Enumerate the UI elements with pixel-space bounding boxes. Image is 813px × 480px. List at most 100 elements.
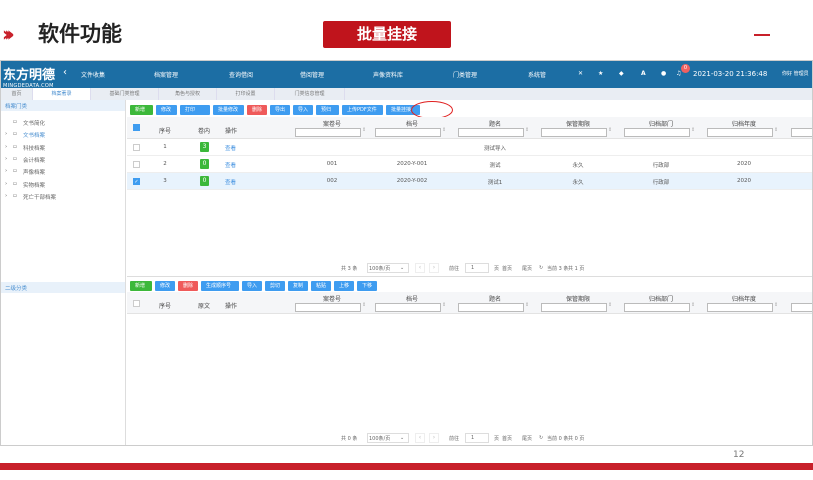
pager-last[interactable]: 尾页 bbox=[522, 436, 533, 442]
pager-first[interactable]: 首页 bbox=[502, 266, 513, 272]
page-size-select[interactable] bbox=[367, 263, 409, 273]
pager-page[interactable]: 1 bbox=[471, 265, 475, 271]
sort-icon[interactable]: ⇕ bbox=[362, 127, 367, 133]
sort-icon[interactable]: ⇕ bbox=[525, 302, 530, 308]
toolbar-button[interactable]: 删除 bbox=[247, 105, 267, 115]
row-checkbox[interactable] bbox=[133, 144, 140, 151]
filter-input[interactable] bbox=[295, 303, 361, 312]
chevron-down-icon[interactable]: ⌄ bbox=[400, 435, 405, 441]
nav-item[interactable]: 文件收集 bbox=[81, 72, 106, 79]
filter-input[interactable] bbox=[541, 128, 607, 137]
sort-icon[interactable]: ⇕ bbox=[442, 127, 447, 133]
toolbar-button[interactable]: 导出 bbox=[270, 105, 290, 115]
filter-input[interactable] bbox=[791, 303, 812, 312]
nav-item[interactable]: 档案管理 bbox=[154, 72, 179, 79]
sidebar-item[interactable]: 死亡干部档案 bbox=[23, 194, 57, 201]
toolbar-button[interactable]: 生成顺序号 bbox=[201, 281, 239, 291]
filter-input[interactable] bbox=[375, 128, 441, 137]
toolbar-button[interactable]: 上传PDF文件 bbox=[342, 105, 383, 115]
nav-item[interactable]: 门类管理 bbox=[453, 72, 478, 79]
toolbar-button[interactable]: 批量修改 bbox=[213, 105, 244, 115]
toolbar-button[interactable]: 预归档 bbox=[316, 105, 339, 123]
table-row[interactable]: ✓ 3 0 查看 002 2020-Y-002 测试1 永久 行政部 2020 bbox=[127, 173, 812, 190]
next-page-button[interactable]: › bbox=[429, 263, 439, 273]
expand-chevron-icon[interactable]: › bbox=[5, 192, 8, 199]
chevron-down-icon[interactable]: ⌄ bbox=[400, 265, 405, 271]
filter-input[interactable] bbox=[541, 303, 607, 312]
pager-last[interactable]: 尾页 bbox=[522, 266, 533, 272]
toolbar-button[interactable]: 新增 bbox=[130, 105, 153, 115]
tab-1[interactable]: 档案著录 bbox=[33, 88, 91, 100]
pager-size[interactable]: 100条/页 bbox=[369, 266, 391, 272]
toolbar-button[interactable]: 新增 bbox=[130, 281, 152, 291]
nav-item[interactable]: 声像资料库 bbox=[373, 72, 404, 79]
user-icon[interactable]: ● bbox=[661, 70, 667, 77]
sidebar-item[interactable]: 声像档案 bbox=[23, 170, 46, 177]
pager-first[interactable]: 首页 bbox=[502, 436, 513, 442]
toolbar-button[interactable]: 打印 bbox=[180, 105, 210, 115]
page-size-select[interactable] bbox=[367, 433, 409, 443]
table-row[interactable]: 2 0 查看 001 2020-Y-001 测试 永久 行政部 2020 bbox=[127, 156, 812, 173]
table-row[interactable]: 1 3 查看 测试导入 bbox=[127, 139, 812, 156]
toolbar-button[interactable]: 修改 bbox=[156, 105, 177, 115]
sort-icon[interactable]: ⇕ bbox=[691, 302, 696, 308]
next-page-button[interactable]: › bbox=[429, 433, 439, 443]
toolbar-button[interactable]: 导入 bbox=[242, 281, 262, 291]
filter-input[interactable] bbox=[791, 128, 812, 137]
refresh-icon[interactable]: ↻ bbox=[539, 265, 544, 271]
toolbar-button[interactable]: 删除 bbox=[178, 281, 198, 291]
toolbar-button[interactable]: 上移 bbox=[334, 281, 354, 291]
row-checkbox[interactable]: ✓ bbox=[133, 178, 140, 185]
filter-input[interactable] bbox=[624, 128, 690, 137]
row-checkbox[interactable] bbox=[133, 161, 140, 168]
sort-icon[interactable]: ⇕ bbox=[608, 127, 613, 133]
filter-input[interactable] bbox=[458, 128, 524, 137]
toolbar-button[interactable]: 复制 bbox=[288, 281, 308, 291]
nav-item[interactable]: 查询借阅 bbox=[229, 72, 254, 79]
refresh-icon[interactable]: ↻ bbox=[539, 435, 544, 441]
select-all-checkbox-secondary[interactable] bbox=[133, 300, 140, 307]
filter-input[interactable] bbox=[624, 303, 690, 312]
expand-chevron-icon[interactable]: › bbox=[5, 131, 8, 138]
view-link[interactable]: 查看 bbox=[225, 163, 237, 169]
user-greeting[interactable]: 你好 管理员 bbox=[782, 71, 809, 77]
filter-input[interactable] bbox=[707, 128, 773, 137]
sidebar-item[interactable]: 科技档案 bbox=[23, 145, 46, 152]
toolbar-button[interactable]: 修改 bbox=[155, 281, 175, 291]
sidebar-item[interactable]: 实物档案 bbox=[23, 182, 46, 189]
sort-icon[interactable]: ⇕ bbox=[525, 127, 530, 133]
nav-item[interactable]: 借阅管理 bbox=[300, 72, 325, 79]
pager-page[interactable]: 1 bbox=[471, 435, 475, 441]
expand-chevron-icon[interactable]: › bbox=[5, 155, 8, 162]
collapse-icon[interactable]: ‹ bbox=[63, 67, 67, 78]
prev-page-button[interactable]: ‹ bbox=[415, 263, 425, 273]
sidebar-item[interactable]: 会计档案 bbox=[23, 157, 46, 164]
tab-3[interactable]: 角色与授权 bbox=[159, 88, 217, 100]
toolbar-button[interactable]: 粘贴 bbox=[311, 281, 331, 291]
sort-icon[interactable]: ⇕ bbox=[608, 302, 613, 308]
star-icon[interactable]: ★ bbox=[598, 70, 604, 77]
view-link[interactable]: 查看 bbox=[225, 146, 237, 152]
toolbar-button[interactable]: 剪切 bbox=[265, 281, 285, 291]
sort-icon[interactable]: ⇕ bbox=[774, 302, 779, 308]
diamond-icon[interactable]: ◆ bbox=[619, 70, 624, 77]
font-icon[interactable]: A bbox=[641, 70, 646, 77]
sort-icon[interactable]: ⇕ bbox=[362, 302, 367, 308]
view-link[interactable]: 查看 bbox=[225, 180, 237, 186]
tab-4[interactable]: 打印设置 bbox=[217, 88, 275, 100]
tab-0[interactable]: 首页 bbox=[1, 88, 33, 100]
splitter[interactable] bbox=[127, 276, 812, 277]
bell-icon[interactable]: ♫ bbox=[676, 70, 682, 77]
expand-chevron-icon[interactable]: › bbox=[5, 180, 8, 187]
sidebar-item[interactable]: 文书简化 bbox=[23, 121, 46, 127]
prev-page-button[interactable]: ‹ bbox=[415, 433, 425, 443]
toolbar-button[interactable]: 导入 bbox=[293, 105, 313, 115]
toolbar-button[interactable]: 下移 bbox=[357, 281, 377, 291]
sort-icon[interactable]: ⇕ bbox=[774, 127, 779, 133]
sort-icon[interactable]: ⇕ bbox=[691, 127, 696, 133]
pager-size[interactable]: 100条/页 bbox=[369, 436, 391, 442]
page-input[interactable] bbox=[465, 263, 489, 273]
filter-input[interactable] bbox=[295, 128, 361, 137]
nav-item[interactable]: 系统管 bbox=[528, 72, 547, 79]
expand-chevron-icon[interactable]: › bbox=[5, 143, 8, 150]
